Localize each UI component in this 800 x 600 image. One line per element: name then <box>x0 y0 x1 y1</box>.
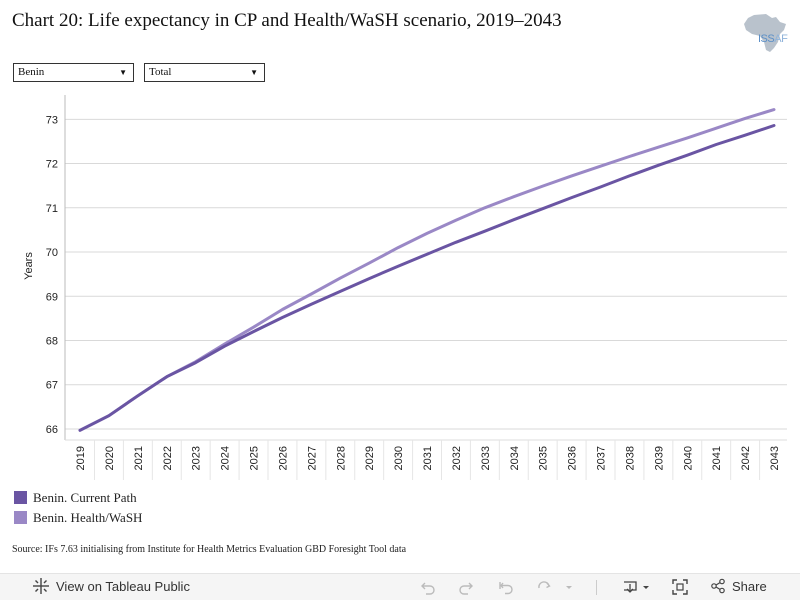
x-tick-label: 2038 <box>624 446 636 470</box>
x-tick-label: 2036 <box>567 446 579 470</box>
download-icon[interactable] <box>622 579 638 595</box>
y-tick-labels: 66 67 68 69 70 71 72 73 <box>46 114 58 436</box>
x-tick-label: 2039 <box>653 446 665 470</box>
y-tick-label: 70 <box>46 247 58 259</box>
y-tick-label: 71 <box>46 203 58 215</box>
country-filter-value: Benin <box>18 66 45 78</box>
toolbar-divider <box>596 580 597 595</box>
x-tick-label: 2028 <box>335 446 347 470</box>
x-tick-label: 2030 <box>393 446 405 470</box>
x-tick-label: 2042 <box>740 446 752 470</box>
chart-title: Chart 20: Life expectancy in CP and Heal… <box>12 10 562 31</box>
dropdown-arrow-icon: ▼ <box>250 68 258 77</box>
x-tick-label: 2033 <box>480 446 492 470</box>
country-filter-select[interactable]: Benin ▼ <box>13 63 134 82</box>
share-label: Share <box>732 579 767 594</box>
x-tick-label: 2035 <box>538 446 550 470</box>
y-tick-label: 67 <box>46 380 58 392</box>
tableau-logo-icon <box>33 578 49 594</box>
x-tick-label: 2041 <box>711 446 723 470</box>
y-tick-label: 72 <box>46 159 58 171</box>
x-tick-label: 2020 <box>104 446 116 470</box>
series-line-health-wash[interactable] <box>78 108 776 432</box>
y-tick-label: 66 <box>46 424 58 436</box>
x-tick-label: 2023 <box>191 446 203 470</box>
x-tick-label: 2032 <box>451 446 463 470</box>
legend-swatch-health-wash <box>14 511 27 524</box>
x-tick-label: 2043 <box>769 446 781 470</box>
dropdown-arrow-icon: ▼ <box>119 68 127 77</box>
source-note: Source: IFs 7.63 initialising from Insti… <box>12 544 407 555</box>
chevron-down-icon[interactable] <box>564 579 574 595</box>
x-tick-label: 2027 <box>306 446 318 470</box>
fullscreen-icon[interactable] <box>672 579 688 595</box>
series-lines <box>78 108 776 432</box>
x-tick-label: 2022 <box>162 446 174 470</box>
x-tick-labels: 2019 2020 2021 2022 2023 2024 2025 2026 2027 2028… <box>75 440 781 480</box>
chevron-down-icon[interactable] <box>641 579 651 595</box>
x-tick-label: 2021 <box>133 446 145 470</box>
refresh-icon[interactable] <box>536 579 552 595</box>
share-button[interactable]: Share <box>710 574 767 600</box>
y-tick-label: 69 <box>46 291 58 303</box>
view-on-tableau-label: View on Tableau Public <box>56 579 190 594</box>
legend-item-current-path[interactable]: Benin. Current Path <box>14 490 137 506</box>
view-on-tableau-button[interactable]: View on Tableau Public <box>32 574 190 600</box>
x-tick-label: 2040 <box>682 446 694 470</box>
x-tick-label: 2037 <box>596 446 608 470</box>
y-axis-label: Years <box>23 252 35 280</box>
legend-item-health-wash[interactable]: Benin. Health/WaSH <box>14 510 142 526</box>
revert-icon[interactable] <box>498 579 514 595</box>
y-tick-label: 68 <box>46 335 58 347</box>
line-chart: 66 67 68 69 70 71 72 73 2019 2020 2021 2022 2023 202… <box>23 95 787 480</box>
tableau-toolbar: View on Tableau Public Share <box>0 573 800 600</box>
legend-label: Benin. Health/WaSH <box>33 510 143 525</box>
undo-icon[interactable] <box>420 579 436 595</box>
legend-swatch-current-path <box>14 491 27 504</box>
series-line-current-path[interactable] <box>78 124 776 432</box>
x-tick-label: 2029 <box>364 446 376 470</box>
iss-logo: ISSAF <box>758 33 788 45</box>
x-tick-label: 2025 <box>249 446 261 470</box>
africa-map-icon <box>744 14 786 52</box>
x-tick-label: 2034 <box>509 446 521 470</box>
redo-icon[interactable] <box>458 579 474 595</box>
share-icon <box>711 578 725 594</box>
x-tick-label: 2026 <box>277 446 289 470</box>
x-tick-label: 2019 <box>75 446 87 470</box>
gridlines <box>65 118 787 430</box>
x-tick-label: 2031 <box>422 446 434 470</box>
legend-label: Benin. Current Path <box>33 490 137 505</box>
y-tick-label: 73 <box>46 114 58 126</box>
sex-filter-select[interactable]: Total ▼ <box>144 63 265 82</box>
x-tick-label: 2024 <box>220 446 232 470</box>
sex-filter-value: Total <box>149 66 172 78</box>
